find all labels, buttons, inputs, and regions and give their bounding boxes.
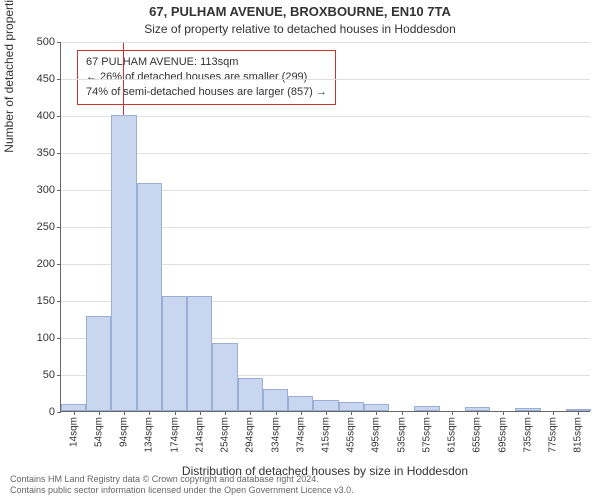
- ytick-label: 400: [37, 110, 55, 122]
- grid-line: [61, 116, 590, 117]
- histogram-bar: [162, 296, 187, 411]
- xtick-mark: [99, 411, 100, 415]
- xtick-mark: [452, 411, 453, 415]
- histogram-bar: [263, 389, 288, 411]
- ytick-mark: [57, 190, 61, 191]
- xtick-label: 695sqm: [497, 417, 508, 453]
- ytick-mark: [57, 227, 61, 228]
- xtick-mark: [503, 411, 504, 415]
- ytick-mark: [57, 412, 61, 413]
- footer-attribution: Contains HM Land Registry data © Crown c…: [10, 474, 354, 496]
- xtick-label: 134sqm: [144, 417, 155, 453]
- ytick-label: 500: [37, 36, 55, 48]
- xtick-mark: [200, 411, 201, 415]
- ytick-mark: [57, 375, 61, 376]
- histogram-bar: [111, 115, 136, 411]
- ytick-label: 250: [37, 221, 55, 233]
- ytick-label: 50: [43, 369, 55, 381]
- histogram-bar: [238, 378, 263, 411]
- histogram-bar: [364, 404, 389, 411]
- xtick-mark: [351, 411, 352, 415]
- ytick-mark: [57, 79, 61, 80]
- xtick-label: 94sqm: [119, 417, 130, 447]
- ytick-mark: [57, 301, 61, 302]
- xtick-label: 815sqm: [573, 417, 584, 453]
- xtick-label: 294sqm: [245, 417, 256, 453]
- grid-line: [61, 79, 590, 80]
- xtick-label: 455sqm: [346, 417, 357, 453]
- xtick-mark: [149, 411, 150, 415]
- xtick-mark: [477, 411, 478, 415]
- histogram-bar: [187, 296, 212, 411]
- xtick-mark: [250, 411, 251, 415]
- footer-line-1: Contains HM Land Registry data © Crown c…: [10, 474, 354, 485]
- xtick-label: 655sqm: [472, 417, 483, 453]
- annotation-line: 74% of semi-detached houses are larger (…: [86, 85, 327, 100]
- chart-title-main: 67, PULHAM AVENUE, BROXBOURNE, EN10 7TA: [0, 4, 600, 19]
- footer-line-2: Contains public sector information licen…: [10, 485, 354, 496]
- plot-area: 67 PULHAM AVENUE: 113sqm← 26% of detache…: [60, 42, 590, 412]
- histogram-bar: [339, 402, 364, 411]
- xtick-label: 14sqm: [68, 417, 79, 447]
- xtick-mark: [402, 411, 403, 415]
- xtick-label: 254sqm: [220, 417, 231, 453]
- ytick-label: 150: [37, 295, 55, 307]
- ytick-label: 300: [37, 184, 55, 196]
- histogram-bar: [313, 400, 338, 411]
- xtick-mark: [124, 411, 125, 415]
- xtick-label: 535sqm: [396, 417, 407, 453]
- ytick-label: 200: [37, 258, 55, 270]
- xtick-mark: [301, 411, 302, 415]
- xtick-label: 214sqm: [194, 417, 205, 453]
- xtick-mark: [276, 411, 277, 415]
- grid-line: [61, 153, 590, 154]
- xtick-label: 334sqm: [270, 417, 281, 453]
- histogram-bar: [86, 316, 111, 411]
- xtick-mark: [376, 411, 377, 415]
- xtick-mark: [225, 411, 226, 415]
- grid-line: [61, 42, 590, 43]
- xtick-label: 174sqm: [169, 417, 180, 453]
- ytick-mark: [57, 153, 61, 154]
- ytick-mark: [57, 338, 61, 339]
- xtick-mark: [578, 411, 579, 415]
- xtick-mark: [553, 411, 554, 415]
- xtick-mark: [528, 411, 529, 415]
- chart-title-sub: Size of property relative to detached ho…: [0, 22, 600, 36]
- xtick-mark: [175, 411, 176, 415]
- annotation-box: 67 PULHAM AVENUE: 113sqm← 26% of detache…: [77, 50, 336, 105]
- ytick-mark: [57, 42, 61, 43]
- ytick-mark: [57, 116, 61, 117]
- histogram-bar: [288, 396, 313, 411]
- xtick-label: 495sqm: [371, 417, 382, 453]
- histogram-bar: [137, 183, 162, 411]
- xtick-label: 374sqm: [295, 417, 306, 453]
- xtick-mark: [74, 411, 75, 415]
- y-axis-label: Number of detached properties: [2, 0, 16, 220]
- ytick-label: 0: [49, 406, 55, 418]
- ytick-mark: [57, 264, 61, 265]
- ytick-label: 450: [37, 73, 55, 85]
- annotation-line: 67 PULHAM AVENUE: 113sqm: [86, 55, 327, 70]
- xtick-label: 735sqm: [522, 417, 533, 453]
- xtick-label: 54sqm: [93, 417, 104, 447]
- ytick-label: 100: [37, 332, 55, 344]
- xtick-label: 775sqm: [548, 417, 559, 453]
- histogram-bar: [61, 404, 86, 411]
- xtick-mark: [326, 411, 327, 415]
- ytick-label: 350: [37, 147, 55, 159]
- xtick-mark: [427, 411, 428, 415]
- xtick-label: 415sqm: [321, 417, 332, 453]
- xtick-label: 575sqm: [421, 417, 432, 453]
- chart-container: 67, PULHAM AVENUE, BROXBOURNE, EN10 7TA …: [0, 0, 600, 500]
- histogram-bar: [212, 343, 237, 411]
- annotation-line: ← 26% of detached houses are smaller (29…: [86, 70, 327, 85]
- xtick-label: 615sqm: [447, 417, 458, 453]
